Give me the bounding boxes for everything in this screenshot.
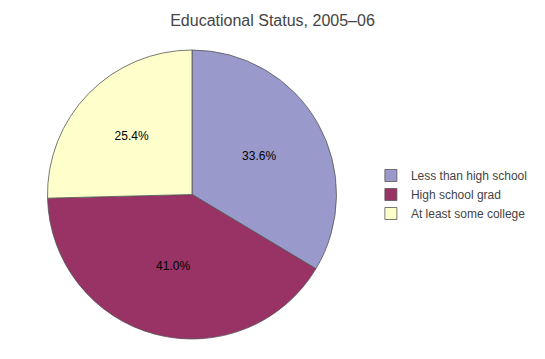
svg-text:At least some college: At least some college (411, 207, 525, 221)
svg-text:Less than high school: Less than high school (411, 169, 527, 183)
svg-text:25.4%: 25.4% (115, 129, 149, 143)
svg-text:33.6%: 33.6% (242, 149, 276, 163)
svg-text:41.0%: 41.0% (156, 259, 190, 273)
svg-text:High school grad: High school grad (411, 188, 501, 202)
svg-text:Educational Status, 2005–06: Educational Status, 2005–06 (170, 12, 375, 29)
